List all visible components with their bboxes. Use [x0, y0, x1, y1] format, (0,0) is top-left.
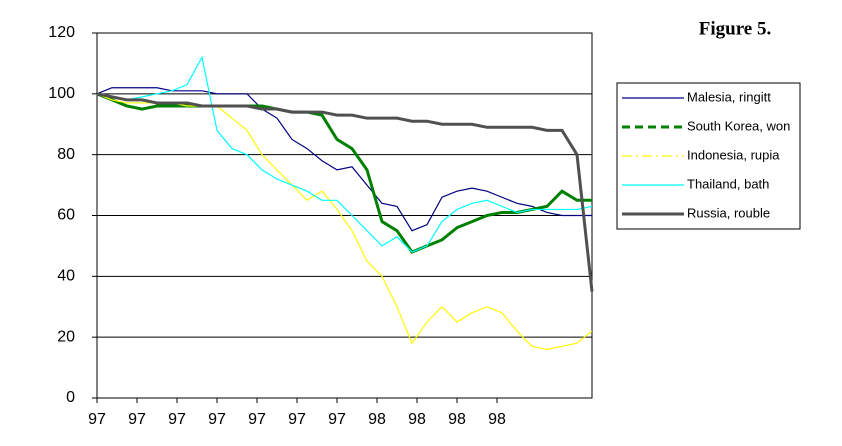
x-tick-label: 97 [248, 411, 266, 428]
legend-label: Russia, rouble [687, 205, 770, 220]
x-tick-label: 97 [288, 411, 306, 428]
y-tick-label: 60 [57, 207, 75, 224]
y-tick-label: 0 [66, 389, 75, 406]
y-tick-label: 80 [57, 146, 75, 163]
x-tick-label: 98 [448, 411, 466, 428]
chart-title: Figure 5. [699, 18, 771, 39]
legend-label: Thailand, bath [687, 176, 769, 191]
x-tick-label: 98 [408, 411, 426, 428]
y-tick-label: 100 [48, 85, 75, 102]
series-line [96, 55, 593, 253]
legend-label: South Korea, won [687, 118, 790, 133]
x-tick-label: 97 [208, 411, 226, 428]
x-tick-label: 97 [88, 411, 106, 428]
legend-label: Indonesia, rupia [687, 147, 780, 162]
series-line [96, 92, 594, 292]
series-line [96, 93, 593, 350]
x-tick-label: 98 [368, 411, 386, 428]
x-tick-label: 98 [488, 411, 506, 428]
x-tick-label: 97 [128, 411, 146, 428]
y-tick-label: 40 [57, 268, 75, 285]
series-line [96, 87, 592, 232]
y-tick-label: 20 [57, 328, 75, 345]
legend-label: Malesia, ringitt [687, 89, 771, 104]
x-tick-label: 97 [328, 411, 346, 428]
x-tick-label: 97 [168, 411, 186, 428]
series-line [96, 92, 592, 254]
y-tick-label: 120 [48, 24, 75, 41]
